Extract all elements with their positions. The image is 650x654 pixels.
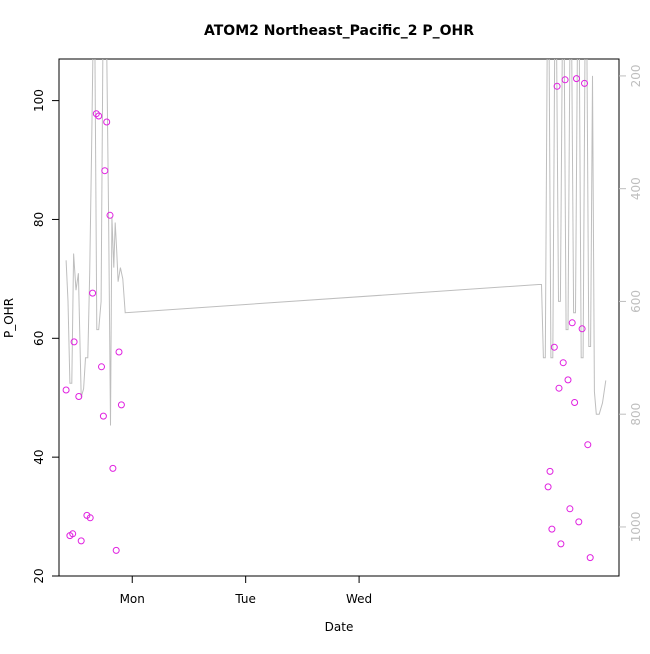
data-point: [557, 540, 565, 548]
data-point: [550, 343, 558, 351]
y2-tick-label: 1000: [629, 512, 643, 543]
y-tick-label: 20: [32, 568, 46, 583]
data-point: [70, 338, 78, 346]
data-point: [575, 518, 583, 526]
scatter-series: [62, 75, 594, 562]
y2-tick-label: 400: [629, 177, 643, 200]
data-point: [109, 464, 117, 472]
x-tick-label: Mon: [120, 592, 145, 606]
y2-tick-label: 600: [629, 290, 643, 313]
data-point: [573, 75, 580, 83]
data-point: [568, 319, 576, 327]
data-point: [106, 211, 114, 219]
data-point: [69, 530, 77, 538]
axes: Mon Tue Wed 20 40 60 80 100 200 400 600 800 1000: [32, 64, 643, 606]
x-tick-label: Wed: [346, 592, 372, 606]
data-point: [99, 412, 107, 420]
data-point: [86, 514, 94, 522]
data-point: [584, 441, 592, 449]
data-point: [586, 554, 594, 562]
data-point: [559, 359, 567, 367]
data-point: [77, 537, 85, 545]
depth-line-series: [65, 59, 607, 426]
y-tick-label: 60: [32, 331, 46, 346]
data-point: [553, 82, 561, 90]
chart-title: ATOM2 Northeast_Pacific_2 P_OHR: [204, 23, 474, 39]
data-point: [62, 386, 70, 394]
data-point: [115, 348, 123, 356]
y-tick-label: 40: [32, 450, 46, 465]
plot-area: [58, 58, 620, 577]
data-point: [103, 118, 111, 126]
data-point: [564, 376, 572, 384]
data-point: [555, 384, 563, 392]
data-point: [571, 399, 579, 406]
data-point: [566, 505, 574, 513]
y-axis-label: P_OHR: [2, 298, 16, 338]
data-point: [561, 76, 569, 84]
data-point: [112, 546, 120, 554]
data-point: [92, 110, 100, 118]
y2-tick-label: 200: [629, 64, 643, 87]
data-point: [546, 467, 554, 475]
data-point: [98, 363, 105, 371]
data-point: [578, 325, 586, 333]
y-tick-label: 100: [32, 89, 46, 112]
data-point: [581, 79, 588, 87]
depth-line: [65, 59, 607, 426]
data-point: [101, 167, 109, 175]
data-point: [89, 289, 97, 297]
y2-tick-label: 800: [629, 403, 643, 426]
y-tick-label: 80: [32, 212, 46, 227]
x-axis-label: Date: [325, 620, 354, 634]
data-point: [117, 401, 125, 409]
x-tick-label: Tue: [234, 592, 256, 606]
data-point: [95, 112, 103, 120]
data-point: [75, 393, 83, 400]
data-point: [544, 483, 552, 491]
data-point: [548, 525, 556, 533]
